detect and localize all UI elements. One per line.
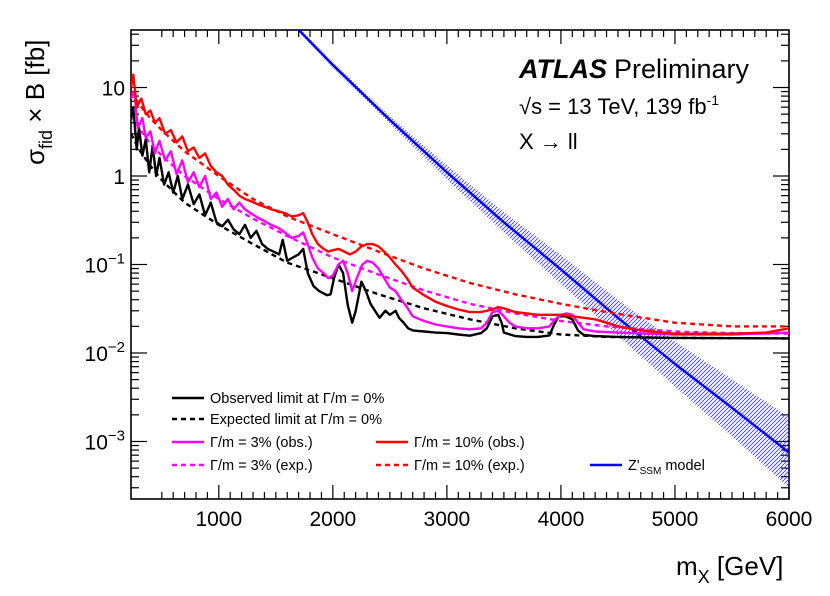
x-tick-label: 3000 (424, 508, 471, 531)
x-axis-main: m (676, 551, 698, 581)
x-axis-unit: [GeV] (710, 551, 784, 581)
energy-lumi-label: √s = 13 TeV, 139 fb-1 (519, 92, 719, 119)
y-tick-base: 10 (85, 255, 108, 278)
y-tick-label: 10−2 (85, 339, 125, 366)
legend: Observed limit at Γ/m = 0% Expected limit… (172, 391, 705, 477)
legend-label-text: Γ/m = 10% (exp.) (414, 458, 525, 474)
y-axis-title: σfid × B [fb] (20, 40, 56, 165)
zssm-uncertainty-band (296, 30, 789, 488)
legend-label-text: Γ/m = 10% (obs.) (414, 435, 525, 451)
atlas-label: ATLAS (518, 54, 607, 84)
series-zssm (297, 30, 789, 454)
legend-label-sub: SSM (640, 466, 662, 477)
legend-label-text: Expected limit at Γ/m = 0% (210, 412, 382, 428)
x-tick-label: 5000 (652, 508, 699, 531)
legend-label-exp0: Expected limit at Γ/m = 0% (210, 412, 382, 428)
y-tick-label: 10−3 (85, 427, 125, 454)
x-tick-label: 4000 (538, 508, 585, 531)
y-tick-exp: −3 (108, 427, 125, 444)
y-tick-label: 10−1 (85, 251, 125, 278)
legend-label-exp10: Γ/m = 10% (exp.) (414, 458, 525, 474)
y-axis-main: σ (20, 149, 50, 165)
x-tick-label: 1000 (195, 508, 242, 531)
legend-label-suffix: model (661, 458, 705, 474)
y-tick-base: 10 (85, 343, 108, 366)
legend-label-text: Γ/m = 3% (exp.) (210, 458, 313, 474)
legend-label-text: Observed limit at Γ/m = 0% (210, 391, 384, 407)
preliminary-label: Preliminary (614, 54, 750, 84)
y-tick-base: 10 (102, 78, 125, 101)
series-exp3 (131, 115, 789, 335)
series-obs0 (131, 106, 789, 340)
y-tick-base: 10 (85, 431, 108, 454)
y-tick-label: 1 (113, 166, 125, 189)
energy-lumi-text: √s = 13 TeV, 139 fb (519, 94, 707, 119)
y-axis-rest: × B [fb] (20, 40, 50, 130)
legend-label-text: Γ/m = 3% (obs.) (210, 435, 313, 451)
x-axis-title: mX [GeV] (676, 551, 783, 587)
legend-label-obs0: Observed limit at Γ/m = 0% (210, 391, 384, 407)
legend-label-zssm: Z'SSM model (628, 458, 705, 477)
legend-label-obs10: Γ/m = 10% (obs.) (414, 435, 525, 451)
legend-label-obs3: Γ/m = 3% (obs.) (210, 435, 313, 451)
curves (131, 30, 789, 488)
y-tick-exp: −2 (108, 339, 125, 356)
y-tick-label: 10 (102, 78, 125, 101)
y-axis-sub: fid (36, 130, 56, 149)
process-label: X → ll (519, 129, 578, 154)
x-tick-label: 6000 (766, 508, 813, 531)
legend-label-text: Z' (628, 458, 640, 474)
series-obs3 (131, 90, 789, 336)
series-exp0 (131, 133, 789, 340)
series-exp10 (131, 90, 789, 328)
x-axis-sub: X (698, 567, 710, 587)
series-obs10 (131, 73, 789, 335)
lumi-exponent: -1 (707, 92, 720, 108)
y-tick-exp: −1 (108, 251, 125, 268)
x-tick-label: 2000 (309, 508, 356, 531)
y-tick-base: 1 (113, 166, 125, 189)
legend-label-exp3: Γ/m = 3% (exp.) (210, 458, 313, 474)
